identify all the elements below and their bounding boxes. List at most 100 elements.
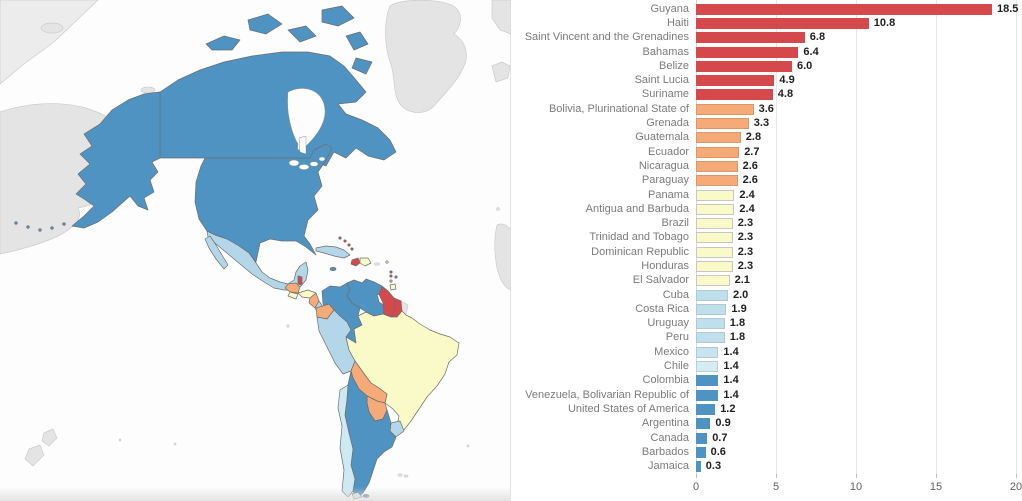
value-label: 2.3 xyxy=(737,259,754,272)
map-canada-arctic-island-1[interactable] xyxy=(205,35,241,51)
map-country-bahamas-2[interactable] xyxy=(343,239,347,243)
map-aleutian-2[interactable] xyxy=(50,226,54,230)
map-country-belize[interactable] xyxy=(297,275,303,286)
map-canada-arctic-island-2[interactable] xyxy=(247,13,283,35)
map-land-island-speck-3 xyxy=(466,444,470,448)
map-canada-arctic-island-5[interactable] xyxy=(345,31,369,51)
map-country-haiti[interactable] xyxy=(350,257,361,267)
bar-row: Cuba 2.0 xyxy=(511,288,1022,302)
map-canada-arctic-island-3[interactable] xyxy=(287,25,317,43)
value-bar[interactable] xyxy=(696,275,730,287)
value-bar[interactable] xyxy=(696,175,738,187)
map-country-bahamas-1[interactable] xyxy=(338,236,342,240)
value-bar[interactable] xyxy=(696,446,706,458)
map-land-island-speck-1 xyxy=(118,438,122,442)
value-bar[interactable] xyxy=(696,3,992,15)
map-land-canary-island xyxy=(496,207,500,211)
bar-area: 2.6 xyxy=(696,160,1022,172)
value-bar[interactable] xyxy=(696,146,740,158)
value-bar[interactable] xyxy=(696,17,869,29)
bar-area: 0.3 xyxy=(696,461,1022,473)
map-country-bahamas-3[interactable] xyxy=(347,243,351,247)
map-country-usa-mainland[interactable] xyxy=(194,143,333,263)
bar-row: Colombia 1.4 xyxy=(511,374,1022,388)
value-bar[interactable] xyxy=(696,132,741,144)
map-land-galapagos xyxy=(286,324,290,328)
value-bar[interactable] xyxy=(696,461,701,473)
bar-row: Antigua and Barbuda 2.4 xyxy=(511,202,1022,216)
map-country-bahamas-4[interactable] xyxy=(350,247,354,251)
map-country-mexico[interactable] xyxy=(206,230,309,291)
value-bar[interactable] xyxy=(696,332,725,344)
value-bar[interactable] xyxy=(696,232,733,244)
value-bar[interactable] xyxy=(696,403,716,415)
value-label: 2.3 xyxy=(737,231,754,244)
map-land-russia-island xyxy=(140,86,156,94)
value-bar[interactable] xyxy=(696,361,719,373)
value-bar[interactable] xyxy=(696,289,728,301)
map-country-grenada[interactable] xyxy=(389,279,393,283)
value-bar[interactable] xyxy=(696,346,719,358)
value-bar[interactable] xyxy=(696,46,799,58)
map-aleutian-1[interactable] xyxy=(62,222,66,226)
map-country-dominican-republic[interactable] xyxy=(359,257,372,267)
map-country-chile[interactable] xyxy=(337,384,356,498)
value-bar[interactable] xyxy=(696,103,754,115)
value-bar[interactable] xyxy=(696,160,738,172)
value-bar[interactable] xyxy=(696,118,749,130)
map-mexico-baja[interactable] xyxy=(204,235,229,270)
value-bar[interactable] xyxy=(696,246,733,258)
value-bar[interactable] xyxy=(696,203,735,215)
tickmark-15 xyxy=(936,474,937,478)
value-bar[interactable] xyxy=(696,389,719,401)
map-country-el-salvador[interactable] xyxy=(287,291,299,300)
bar-area: 6.4 xyxy=(696,46,1022,58)
gridline-20 xyxy=(1016,0,1017,474)
lake-superior xyxy=(288,159,300,167)
value-bar[interactable] xyxy=(696,75,775,87)
value-bar[interactable] xyxy=(696,89,773,101)
value-bar[interactable] xyxy=(696,303,727,315)
value-bar[interactable] xyxy=(696,318,725,330)
bar-area: 2.4 xyxy=(696,189,1022,201)
country-label: Guatemala xyxy=(635,131,689,144)
value-bar[interactable] xyxy=(696,375,719,387)
bar-area: 0.7 xyxy=(696,432,1022,444)
map-canada-arctic-island-4[interactable] xyxy=(321,5,355,27)
map-aleutian-5[interactable] xyxy=(14,221,18,225)
bar-rows: Guyana 18.5 Haiti 10.8 Saint Vincent and… xyxy=(511,2,1022,474)
map-country-guatemala[interactable] xyxy=(284,282,301,294)
map-land-africa xyxy=(494,223,511,291)
value-bar[interactable] xyxy=(696,418,711,430)
map-country-cuba[interactable] xyxy=(315,245,351,259)
value-bar[interactable] xyxy=(696,432,708,444)
map-country-antigua-and-barbuda[interactable] xyxy=(385,260,389,264)
value-bar[interactable] xyxy=(696,189,735,201)
value-label: 3.6 xyxy=(758,102,774,115)
map-country-jamaica[interactable] xyxy=(329,267,337,271)
map-country-saint-lucia[interactable] xyxy=(389,270,393,274)
map-tierra-del-fuego-east[interactable] xyxy=(362,494,370,498)
map-aleutian-3[interactable] xyxy=(38,228,42,232)
value-bar[interactable] xyxy=(696,218,733,230)
bar-row: United States of America 1.2 xyxy=(511,402,1022,416)
value-bar[interactable] xyxy=(696,32,805,44)
bar-row: Nicaragua 2.6 xyxy=(511,159,1022,173)
bar-area: 2.4 xyxy=(696,203,1022,215)
country-label: Cuba xyxy=(662,288,689,301)
map-country-usa-alaska[interactable] xyxy=(71,91,161,229)
map-aleutian-4[interactable] xyxy=(26,225,30,229)
bar-area: 18.5 xyxy=(696,3,1022,15)
bar-row: Barbados 0.6 xyxy=(511,445,1022,459)
value-bar[interactable] xyxy=(696,260,733,272)
value-bar[interactable] xyxy=(696,60,792,72)
map-canada-baffin-island[interactable] xyxy=(351,57,373,75)
bar-area: 1.8 xyxy=(696,332,1022,344)
map-country-saint-vincent[interactable] xyxy=(389,274,393,278)
map-country-venezuela[interactable] xyxy=(346,278,389,317)
map-country-barbados[interactable] xyxy=(394,275,398,279)
map-country-trinidad-and-tobago[interactable] xyxy=(389,283,397,291)
gulf-st-lawrence xyxy=(318,156,326,162)
gridline-15 xyxy=(936,0,937,474)
bar-row: Brazil 2.3 xyxy=(511,216,1022,230)
